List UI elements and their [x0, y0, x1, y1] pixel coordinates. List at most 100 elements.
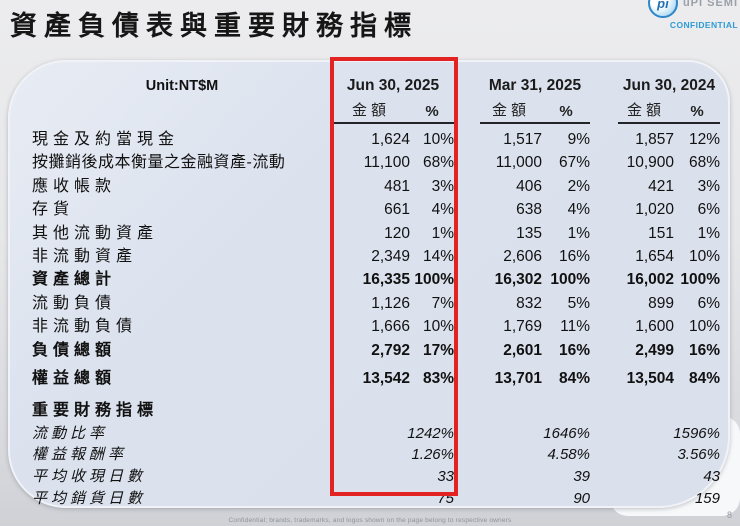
amount-value: 11,100 — [363, 154, 410, 172]
percent-value: 12% — [688, 131, 720, 148]
subheader-group: 金額 % — [332, 98, 454, 124]
amount-value: 11,000 — [495, 154, 542, 172]
amount-value: 2,606 — [503, 247, 542, 265]
row-label: 權益總額 — [32, 369, 117, 387]
subheader-group: 金額 % — [618, 98, 720, 124]
row-label: 存貨 — [32, 201, 75, 219]
percent-value: 10% — [422, 318, 454, 336]
table-subheaders: 金額 % 金額 % 金額 % — [32, 98, 728, 124]
amount-value: 1,020 — [635, 201, 674, 219]
table-row: 資產總計 16,335 100% 16,302 100% 16,002 100% — [32, 268, 728, 291]
indicator-value: 90 — [573, 490, 590, 508]
row-label: 平均收現日數 — [32, 468, 147, 486]
amount-value: 135 — [516, 224, 542, 242]
amount-value: 1,769 — [503, 318, 542, 336]
table-row: 非流動資產 2,349 14% 2,606 16% 1,654 10% — [32, 245, 728, 268]
table-row: 現金及約當現金 1,624 10% 1,517 9% 1,857 12% — [32, 128, 728, 151]
amount-value: 899 — [648, 294, 674, 312]
amount-value: 2,499 — [635, 341, 674, 359]
table-row: 重要財務指標 — [32, 399, 728, 422]
table-row: 非流動負債 1,666 10% 1,769 11% 1,600 10% — [32, 315, 728, 338]
percent-value: 1% — [567, 224, 590, 242]
percent-value: 100% — [680, 271, 720, 289]
page-title: 資產負債表與重要財務指標 — [10, 11, 418, 41]
indicator-value: 1.26% — [411, 446, 454, 464]
table-row: 權益總額 13,542 83% 13,701 84% 13,504 84% — [32, 367, 728, 390]
table-row: 平均銷貨日數 75 90 159 — [32, 488, 728, 510]
table-header-dates: Unit:NT$M Jun 30, 2025 Mar 31, 2025 Jun … — [32, 74, 728, 98]
table-row: 應收帳款 481 3% 406 2% 421 3% — [32, 175, 728, 198]
amount-header: 金額 — [351, 102, 390, 119]
row-label: 非流動資產 — [32, 247, 138, 265]
balance-sheet-panel: Unit:NT$M Jun 30, 2025 Mar 31, 2025 Jun … — [8, 60, 730, 508]
row-label: 平均銷貨日數 — [32, 490, 147, 508]
percent-value: 5% — [567, 294, 590, 312]
percent-value: 3% — [697, 177, 720, 195]
percent-value: 2% — [567, 177, 590, 195]
percent-value: 16% — [558, 341, 590, 359]
column-header-jun-30-2025: Jun 30, 2025 — [346, 77, 440, 94]
row-label: 其他流動資產 — [32, 224, 159, 242]
amount-value: 832 — [516, 294, 542, 312]
amount-value: 16,335 — [362, 271, 410, 289]
percent-value: 84% — [558, 369, 590, 387]
percent-value: 10% — [688, 318, 720, 336]
indicator-value: 1242% — [407, 424, 454, 442]
percent-value: 16% — [558, 247, 590, 265]
amount-value: 1,624 — [371, 131, 410, 148]
amount-value: 151 — [648, 224, 674, 242]
table-row: 流動負債 1,126 7% 832 5% 899 6% — [32, 292, 728, 315]
table-body: 現金及約當現金 1,624 10% 1,517 9% 1,857 12% 按攤銷後成本衡量之金… — [32, 124, 728, 510]
percent-value: 67% — [558, 154, 590, 172]
percent-header: % — [559, 103, 573, 120]
amount-header: 金額 — [626, 102, 665, 119]
row-label: 應收帳款 — [32, 177, 117, 195]
amount-value: 1,126 — [371, 294, 410, 312]
confidential-label: CONFIDENTIAL — [669, 20, 738, 30]
row-label: 按攤銷後成本衡量之金融資產-流動 — [32, 154, 286, 172]
company-logo: pi uPI SEMI CONFIDENTIAL — [647, 0, 738, 30]
percent-value: 16% — [688, 341, 720, 359]
amount-value: 13,542 — [362, 369, 410, 387]
amount-value: 2,792 — [371, 341, 410, 359]
percent-value: 100% — [550, 271, 590, 289]
percent-value: 3% — [431, 177, 454, 195]
percent-value: 68% — [688, 154, 720, 172]
amount-value: 421 — [648, 177, 674, 195]
row-label: 資產總計 — [32, 271, 117, 289]
percent-value: 83% — [422, 369, 454, 387]
percent-value: 100% — [414, 271, 454, 289]
column-header-mar-31-2025: Mar 31, 2025 — [488, 77, 582, 94]
amount-value: 2,349 — [371, 247, 410, 265]
percent-value: 10% — [422, 131, 454, 148]
row-label: 流動比率 — [32, 424, 109, 442]
table-row: 存貨 661 4% 638 4% 1,020 6% — [32, 198, 728, 221]
percent-value: 4% — [567, 201, 590, 219]
amount-value: 638 — [516, 201, 542, 219]
amount-value: 481 — [384, 177, 410, 195]
percent-value: 10% — [688, 247, 720, 265]
percent-value: 14% — [422, 247, 454, 265]
percent-value: 6% — [697, 294, 720, 312]
page-number: 8 — [726, 510, 732, 520]
row-label: 負債總額 — [32, 341, 117, 359]
row-label: 權益報酬率 — [32, 446, 128, 464]
table-row: 負債總額 2,792 17% 2,601 16% 2,499 16% — [32, 339, 728, 362]
row-label: 流動負債 — [32, 294, 117, 312]
row-label: 重要財務指標 — [32, 402, 159, 420]
indicator-value: 33 — [437, 468, 454, 486]
table-row: 按攤銷後成本衡量之金融資產-流動 11,100 68% 11,000 67% 10,900… — [32, 151, 728, 174]
column-header-jun-30-2024: Jun 30, 2024 — [622, 77, 716, 94]
percent-header: % — [425, 103, 439, 120]
indicator-value: 39 — [573, 468, 590, 486]
indicator-value: 1596% — [673, 424, 720, 442]
percent-value: 68% — [422, 154, 454, 172]
amount-value: 16,002 — [626, 271, 674, 289]
row-label: 現金及約當現金 — [32, 131, 180, 148]
indicator-value: 159 — [694, 490, 720, 508]
amount-value: 1,600 — [635, 318, 674, 336]
amount-value: 1,654 — [635, 247, 674, 265]
amount-value: 1,517 — [503, 131, 542, 148]
amount-value: 10,900 — [626, 154, 674, 172]
